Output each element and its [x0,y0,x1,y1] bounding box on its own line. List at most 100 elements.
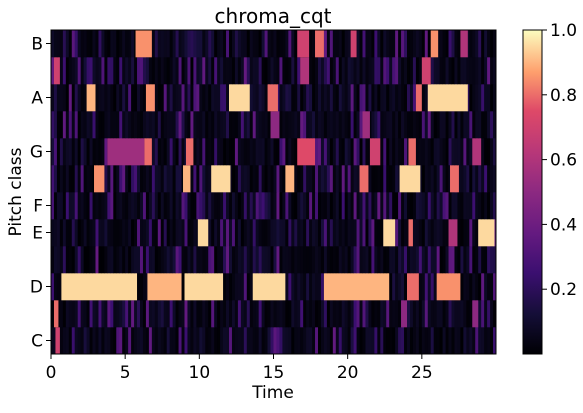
heatmap-segment [421,57,431,85]
heatmap-cell [202,327,206,355]
heatmap-cell [329,246,334,274]
heatmap-cell [83,165,87,193]
heatmap-cell [490,273,494,301]
heatmap-cell [145,219,150,247]
heatmap-cell [341,111,346,139]
heatmap-cell [148,111,153,139]
heatmap-cell [445,300,449,328]
heatmap-cell [409,57,414,85]
heatmap-cell [154,30,159,58]
heatmap-cell [231,57,236,85]
heatmap-cell [131,57,135,85]
heatmap-cell [205,192,209,220]
heatmap-cell [202,192,206,220]
heatmap-cell [433,300,438,328]
heatmap-segment [185,138,194,166]
heatmap-cell [169,219,174,247]
heatmap-cell [303,192,307,220]
heatmap-cell [472,165,476,193]
heatmap-cell [335,192,340,220]
heatmap-cell [323,192,328,220]
heatmap-cell [341,30,346,58]
heatmap-cell [359,246,363,274]
heatmap-cell [214,192,218,220]
heatmap-cell [362,84,366,112]
heatmap-cell [211,84,215,112]
heatmap-cell [407,84,411,112]
heatmap-cell [300,192,304,220]
heatmap-cell [134,57,138,85]
heatmap-cell [368,219,372,247]
heatmap-cell [398,327,402,355]
heatmap-cell [95,84,99,112]
heatmap-cell [475,57,479,85]
heatmap-cell [389,192,393,220]
heatmap-cell [223,273,227,301]
heatmap-cell [270,165,274,193]
colorbar-gradient [522,29,543,355]
heatmap-cell [134,84,138,112]
heatmap-cell [490,300,494,328]
heatmap-cell [389,57,393,85]
heatmap-cell [240,327,245,355]
heatmap-cell [350,84,354,112]
colorbar-tick-label: 0.8 [550,86,577,106]
heatmap-cell [184,57,188,85]
heatmap-cell [223,57,227,85]
heatmap-cell [51,246,55,274]
heatmap-cell [312,84,316,112]
heatmap-cell [175,219,179,247]
heatmap-cell [181,300,185,328]
heatmap-cell [258,165,263,193]
heatmap-cell [131,30,135,58]
heatmap-cell [398,219,402,247]
heatmap-cell [74,300,79,328]
heatmap-cell [62,327,67,355]
heatmap-cell [475,30,479,58]
heatmap-cell [243,165,248,193]
heatmap-cell [338,111,343,139]
heatmap-cell [113,30,117,58]
heatmap-cell [74,84,79,112]
heatmap-cell [243,327,248,355]
heatmap-cell [401,111,405,139]
heatmap-cell [199,57,203,85]
heatmap-cell [415,30,420,58]
heatmap-cell [442,327,446,355]
heatmap-cell [329,57,334,85]
heatmap-cell [315,165,319,193]
heatmap-cell [226,84,230,112]
heatmap-cell [234,165,239,193]
heatmap-cell [448,327,452,355]
heatmap-cell [395,327,399,355]
heatmap-cell [199,30,203,58]
heatmap-cell [163,111,168,139]
heatmap-cell [77,57,82,85]
heatmap-cell [415,219,420,247]
heatmap-cell [493,138,497,166]
heatmap-cell [407,111,411,139]
y-tick-label: E [32,224,43,244]
heatmap-segment [55,327,60,355]
heatmap-cell [229,138,233,166]
heatmap-cell [344,246,349,274]
heatmap-cell [309,111,313,139]
heatmap-cell [326,84,331,112]
heatmap-cell [98,192,102,220]
colorbar-tick-label: 1.0 [550,21,577,41]
heatmap-cell [377,327,381,355]
heatmap-cell [137,327,141,355]
heatmap-cell [267,192,271,220]
heatmap-cell [329,219,334,247]
heatmap-cell [294,84,298,112]
heatmap-cell [163,327,168,355]
heatmap-cell [234,192,239,220]
heatmap-cell [264,57,268,85]
heatmap-cell [490,84,494,112]
heatmap-cell [226,192,230,220]
heatmap-cell [101,57,105,85]
heatmap-cell [113,246,117,274]
heatmap-cell [51,84,55,112]
heatmap-cell [243,30,248,58]
heatmap-cell [56,84,61,112]
